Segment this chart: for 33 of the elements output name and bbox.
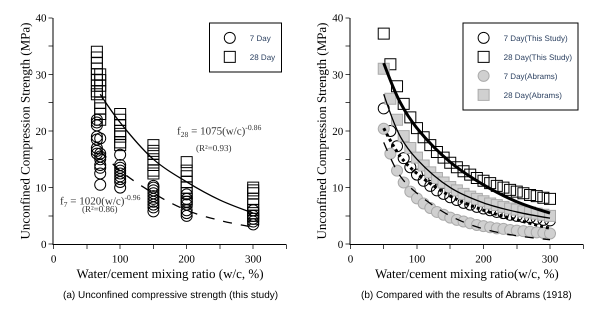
y-tick-label: 20 [332, 126, 344, 138]
y-tick-label: 0 [40, 239, 47, 252]
y-tick-label: 30 [35, 69, 47, 82]
x-tick-label: 100 [408, 253, 426, 266]
legend-label: 7 Day(This Study) [504, 34, 568, 43]
x-tick-label: 300 [542, 253, 559, 266]
x-tick-label: 100 [112, 253, 129, 266]
y-tick-label: 10 [332, 182, 344, 194]
y-tick-label: 40 [332, 12, 344, 25]
annotation: f$_{28}$ = 1075(w/c)$^{-0.86}$ [177, 123, 262, 139]
y-axis-title: Unconfined Compression Strength (MPa) [17, 22, 32, 240]
annotation: (R²=0.93) [196, 143, 232, 153]
y-tick-label: 0 [338, 239, 344, 252]
text: (a) Unconfined compressive strength (this study) [63, 290, 278, 301]
legend-label: 28 Day(This Study) [504, 52, 572, 62]
legend-label: 28 Day [250, 52, 276, 62]
x-axis-title: Water/cement mixing ratio (w/c, %) [76, 266, 264, 281]
x-axis-title: Water/cement mixing ratio(w/c, %) [374, 266, 559, 281]
x-tick-label: 300 [244, 253, 262, 266]
x-tick-label: 200 [178, 253, 196, 266]
annotation: (R²=0.86) [82, 204, 118, 214]
y-axis-title: Unconfined Compression Strength (MPa) [314, 22, 330, 240]
text: (b) Compared with the results of Abrams (1918) [361, 290, 572, 301]
legend-label: 7 Day [250, 34, 271, 43]
x-tick-label: 0 [348, 253, 354, 266]
y-tick-label: 10 [35, 182, 47, 194]
y-tick-label: 40 [35, 12, 47, 25]
legend-label: 28 Day(Abrams) [504, 90, 562, 100]
legend-label: 7 Day(Abrams) [504, 72, 558, 81]
x-tick-label: 200 [475, 253, 492, 266]
y-tick-label: 30 [332, 69, 344, 82]
x-tick-label: 0 [50, 253, 57, 266]
y-tick-label: 20 [35, 126, 47, 138]
